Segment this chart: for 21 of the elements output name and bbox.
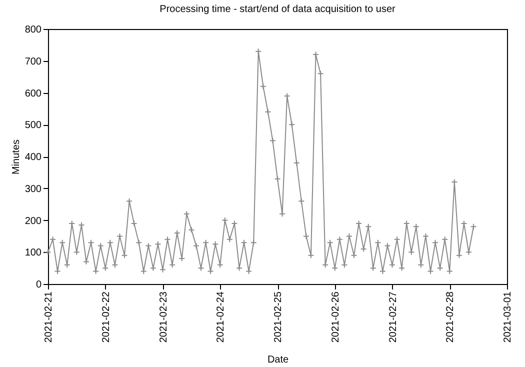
x-tick-label: 2021-02-28: [445, 291, 456, 343]
x-axis-title: Date: [267, 354, 289, 366]
y-tick-label: 500: [24, 120, 42, 132]
y-tick-label: 400: [24, 152, 42, 163]
y-axis-title: Minutes: [10, 139, 22, 175]
y-tick-label: 0: [36, 280, 42, 290]
x-tick-label: 2021-02-27: [388, 291, 399, 343]
y-tick-label: 100: [24, 248, 42, 259]
y-tick-label: 700: [24, 56, 42, 68]
x-tick-label: 2021-02-21: [44, 291, 54, 343]
x-tick-label: 2021-02-25: [273, 291, 284, 343]
y-tick-label: 800: [24, 24, 42, 36]
x-tick-label: 2021-02-24: [216, 291, 227, 343]
x-tick-label: 2021-03-01: [502, 291, 514, 343]
x-tick-label: 2021-02-23: [158, 291, 170, 343]
x-tick-label: 2021-02-26: [330, 291, 342, 343]
y-tick-label: 300: [24, 184, 42, 195]
x-tick-label: 2021-02-22: [100, 291, 112, 343]
y-tick-label: 200: [24, 216, 42, 227]
y-tick-label: 600: [24, 88, 42, 100]
chart-title: Processing time - start/end of data acquisition to user: [160, 4, 396, 15]
